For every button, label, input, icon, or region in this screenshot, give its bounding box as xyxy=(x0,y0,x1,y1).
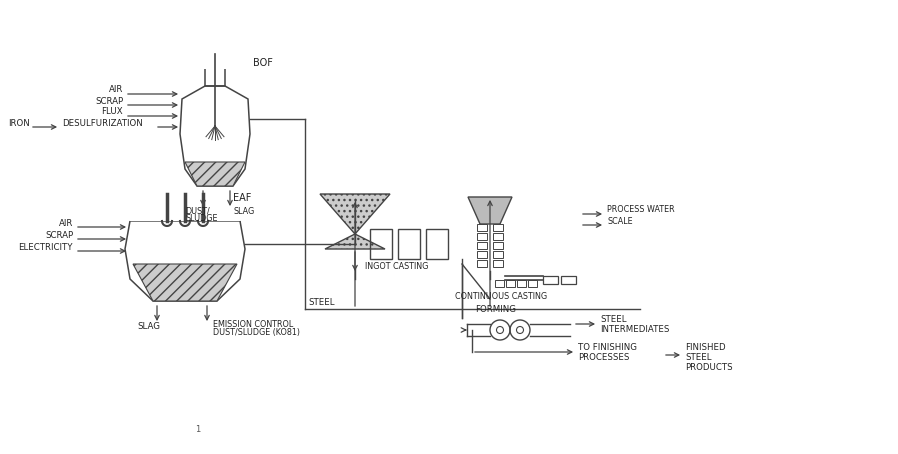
Text: PRODUCTS: PRODUCTS xyxy=(685,363,733,372)
Text: AIR: AIR xyxy=(58,218,73,227)
Bar xyxy=(477,224,487,231)
Bar xyxy=(477,260,487,267)
Text: PROCESS WATER: PROCESS WATER xyxy=(607,206,674,214)
Bar xyxy=(561,276,576,284)
Text: SLAG: SLAG xyxy=(137,322,160,331)
Text: EAF: EAF xyxy=(233,193,251,203)
Text: SCRAP: SCRAP xyxy=(45,231,73,240)
Text: DESULFURIZATION: DESULFURIZATION xyxy=(62,118,143,128)
Polygon shape xyxy=(185,162,245,186)
Text: SCRAP: SCRAP xyxy=(95,97,123,105)
Text: BOF: BOF xyxy=(253,58,273,68)
Bar xyxy=(493,260,503,267)
Bar xyxy=(506,280,515,287)
Polygon shape xyxy=(133,264,237,301)
Text: SLAG: SLAG xyxy=(233,207,254,216)
Bar xyxy=(493,224,503,231)
Bar xyxy=(493,251,503,258)
Bar xyxy=(477,242,487,249)
Text: PROCESSES: PROCESSES xyxy=(578,353,629,362)
Text: DUST/SLUDGE (KO81): DUST/SLUDGE (KO81) xyxy=(213,328,300,337)
Bar xyxy=(426,229,448,259)
Text: SLUDGE: SLUDGE xyxy=(185,214,217,223)
Bar xyxy=(495,280,504,287)
Bar xyxy=(398,229,420,259)
Text: STEEL: STEEL xyxy=(685,353,711,362)
Text: 1: 1 xyxy=(195,425,200,434)
Polygon shape xyxy=(325,234,385,249)
Text: TO FINISHING: TO FINISHING xyxy=(578,343,637,352)
Text: DUST/: DUST/ xyxy=(185,207,210,216)
Bar xyxy=(477,233,487,240)
Text: ELECTRICITY: ELECTRICITY xyxy=(19,242,73,252)
Bar xyxy=(493,233,503,240)
Bar xyxy=(528,280,537,287)
Text: AIR: AIR xyxy=(109,85,123,94)
Text: EMISSION CONTROL: EMISSION CONTROL xyxy=(213,320,294,329)
Text: FLUX: FLUX xyxy=(101,108,123,117)
Bar xyxy=(477,251,487,258)
Polygon shape xyxy=(468,197,512,224)
Text: FINISHED: FINISHED xyxy=(685,343,726,352)
Text: IRON: IRON xyxy=(8,118,30,128)
Bar xyxy=(370,229,392,259)
Text: FORMING: FORMING xyxy=(475,305,516,314)
Polygon shape xyxy=(320,194,390,234)
Text: INGOT CASTING: INGOT CASTING xyxy=(365,262,428,271)
Text: STEEL: STEEL xyxy=(600,315,627,324)
Text: CONTINUOUS CASTING: CONTINUOUS CASTING xyxy=(455,292,547,301)
Bar xyxy=(517,280,526,287)
Text: INTERMEDIATES: INTERMEDIATES xyxy=(600,325,669,334)
Text: STEEL: STEEL xyxy=(308,298,334,307)
Text: SCALE: SCALE xyxy=(607,217,632,226)
Bar xyxy=(543,276,558,284)
Bar xyxy=(493,242,503,249)
